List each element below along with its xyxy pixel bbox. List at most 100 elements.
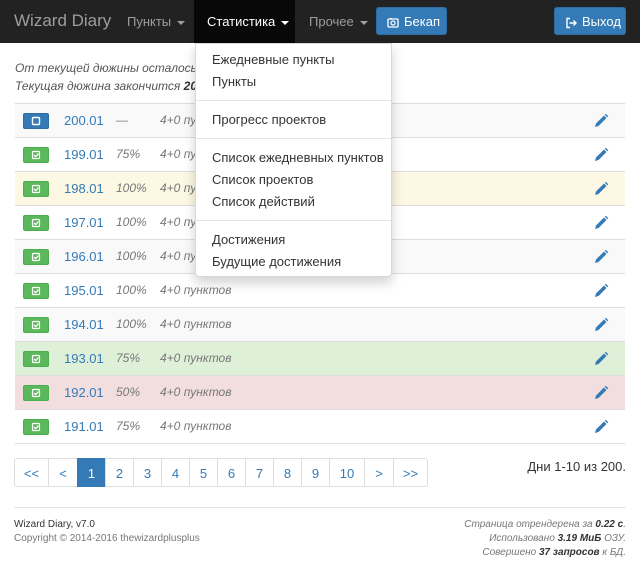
- backup-button[interactable]: Бекап: [376, 7, 447, 35]
- page-9[interactable]: 9: [301, 458, 330, 487]
- day-percent: 75%: [116, 351, 141, 365]
- page-prev[interactable]: <: [48, 458, 78, 487]
- dozen-remaining-text: От текущей дюжины осталось 5: [15, 61, 207, 75]
- nav-menu-statistics-label: Статистика: [207, 14, 276, 29]
- copyright: Copyright © 2014-2016 thewizardplusplus: [14, 533, 200, 544]
- day-percent: 100%: [116, 249, 147, 263]
- brand[interactable]: Wizard Diary: [14, 11, 112, 30]
- days-count: Дни 1-10 из 200.: [527, 459, 626, 474]
- nav-menu-items[interactable]: Пункты: [113, 0, 193, 43]
- page-last[interactable]: >>: [393, 458, 428, 487]
- render-time: Страница отрендерена за 0.22 с.: [464, 519, 626, 530]
- menu-item-actions-list[interactable]: Список действий: [212, 194, 315, 209]
- day-status-button[interactable]: [23, 317, 49, 333]
- page-10[interactable]: 10: [329, 458, 365, 487]
- caret-down-icon: [281, 20, 290, 25]
- page-8[interactable]: 8: [273, 458, 302, 487]
- page-3[interactable]: 3: [133, 458, 162, 487]
- page-2[interactable]: 2: [105, 458, 134, 487]
- pencil-icon[interactable]: [593, 317, 609, 333]
- pencil-icon[interactable]: [593, 181, 609, 197]
- day-description: 4+0 пунктов: [160, 351, 232, 365]
- pencil-icon[interactable]: [593, 147, 609, 163]
- pencil-icon[interactable]: [593, 215, 609, 231]
- menu-item-future-achievements[interactable]: Будущие достижения: [212, 254, 342, 269]
- page-6[interactable]: 6: [217, 458, 246, 487]
- pagination: << < 1 2 3 4 5 6 7 8 9 10 > >>: [14, 458, 428, 488]
- check-square-icon: [31, 422, 41, 432]
- day-status-button[interactable]: [23, 113, 49, 129]
- menu-item-points[interactable]: Пункты: [212, 74, 257, 89]
- day-description: 4+0 пунктов: [160, 283, 232, 297]
- pencil-icon[interactable]: [593, 249, 609, 265]
- check-square-icon: [31, 150, 41, 160]
- check-square-icon: [31, 184, 41, 194]
- day-status-button[interactable]: [23, 419, 49, 435]
- menu-divider: [196, 100, 391, 101]
- menu-divider: [196, 220, 391, 221]
- backup-label: Бекап: [404, 14, 441, 29]
- check-square-icon: [31, 252, 41, 262]
- day-number-link[interactable]: 199.01: [64, 147, 104, 162]
- caret-down-icon: [177, 20, 186, 25]
- day-number-link[interactable]: 192.01: [64, 385, 104, 400]
- logout-button[interactable]: Выход: [554, 7, 626, 35]
- pencil-icon[interactable]: [593, 419, 609, 435]
- day-status-button[interactable]: [23, 249, 49, 265]
- app-version: Wizard Diary, v7.0: [14, 519, 95, 530]
- day-description: 4+0 пунктов: [160, 385, 232, 399]
- pencil-icon[interactable]: [593, 385, 609, 401]
- menu-item-daily-points[interactable]: Ежедневные пункты: [212, 52, 335, 67]
- nav-menu-statistics[interactable]: Статистика: [194, 0, 295, 43]
- table-row: 193.01 75% 4+0 пунктов: [15, 342, 625, 376]
- table-row: 195.01 100% 4+0 пунктов: [15, 274, 625, 308]
- footer-stats: Страница отрендерена за 0.22 с. Использо…: [464, 518, 626, 560]
- day-status-button[interactable]: [23, 215, 49, 231]
- day-status-button[interactable]: [23, 351, 49, 367]
- day-percent: 100%: [116, 317, 147, 331]
- check-square-icon: [31, 286, 41, 296]
- menu-item-projects-list[interactable]: Список проектов: [212, 172, 314, 187]
- day-status-button[interactable]: [23, 181, 49, 197]
- day-number-link[interactable]: 195.01: [64, 283, 104, 298]
- footer-left: Wizard Diary, v7.0 Copyright © 2014-2016…: [14, 518, 200, 546]
- table-row: 191.01 75% 4+0 пунктов: [15, 410, 625, 444]
- day-percent: 75%: [116, 147, 141, 161]
- menu-item-achievements[interactable]: Достижения: [212, 232, 286, 247]
- pencil-icon[interactable]: [593, 351, 609, 367]
- pencil-icon[interactable]: [593, 283, 609, 299]
- day-percent: 75%: [116, 419, 141, 433]
- memory-usage: Использовано 3.19 МиБ ОЗУ.: [489, 533, 626, 544]
- day-number-link[interactable]: 191.01: [64, 419, 104, 434]
- day-number-link[interactable]: 193.01: [64, 351, 104, 366]
- day-number-link[interactable]: 197.01: [64, 215, 104, 230]
- page-next[interactable]: >: [364, 458, 394, 487]
- page-4[interactable]: 4: [161, 458, 190, 487]
- nav-menu-other[interactable]: Прочее: [296, 0, 372, 43]
- day-number-link[interactable]: 196.01: [64, 249, 104, 264]
- square-icon: [31, 116, 41, 126]
- page-7[interactable]: 7: [245, 458, 274, 487]
- day-number-link[interactable]: 198.01: [64, 181, 104, 196]
- day-status-button[interactable]: [23, 283, 49, 299]
- navbar: Wizard Diary Пункты Статистика Прочее Бе…: [0, 0, 640, 43]
- day-percent: 100%: [116, 215, 147, 229]
- pencil-icon[interactable]: [593, 113, 609, 129]
- menu-divider: [196, 138, 391, 139]
- day-status-button[interactable]: [23, 385, 49, 401]
- menu-item-daily-points-list[interactable]: Список ежедневных пунктов: [212, 150, 384, 165]
- check-square-icon: [31, 320, 41, 330]
- day-status-button[interactable]: [23, 147, 49, 163]
- nav-menu-other-label: Прочее: [309, 14, 354, 29]
- day-description: 4+0 пунктов: [160, 419, 232, 433]
- day-number-link[interactable]: 200.01: [64, 113, 104, 128]
- page-5[interactable]: 5: [189, 458, 218, 487]
- caret-down-icon: [359, 20, 368, 25]
- day-number-link[interactable]: 194.01: [64, 317, 104, 332]
- menu-item-project-progress[interactable]: Прогресс проектов: [212, 112, 327, 127]
- check-square-icon: [31, 388, 41, 398]
- backup-icon: [387, 17, 399, 28]
- page-1[interactable]: 1: [77, 458, 106, 487]
- page-first[interactable]: <<: [14, 458, 49, 487]
- day-percent: 100%: [116, 181, 147, 195]
